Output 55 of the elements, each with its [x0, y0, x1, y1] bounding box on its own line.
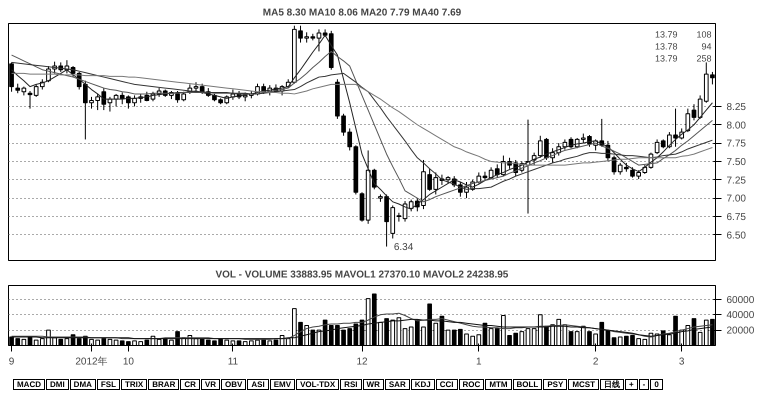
annotation: 13.78 [654, 42, 678, 52]
text: DMI [46, 379, 69, 390]
y-tick-label: 8.00 [726, 120, 746, 132]
y-tick-label: 40000 [726, 310, 755, 322]
y-tick-label: 7.75 [726, 138, 746, 150]
x-tick-label: 1 [476, 356, 482, 368]
annotation: 13.79 [654, 30, 678, 40]
text: EMV [270, 379, 296, 390]
text: ASI [247, 379, 269, 390]
y-tick-label: 7.25 [726, 175, 746, 186]
text: + [625, 379, 638, 390]
text: 日线 [600, 379, 624, 390]
y-tick-label: 60000 [726, 294, 755, 306]
annotation: 94 [701, 42, 712, 52]
text: CCI [436, 379, 458, 390]
y-tick-label: 7.00 [726, 194, 746, 205]
text: RSI [340, 379, 362, 390]
text: BRAR [148, 379, 180, 390]
y-tick-label: 7.50 [726, 156, 746, 168]
text: WR [362, 379, 384, 390]
text: PSY [543, 379, 568, 390]
text: VR [200, 379, 220, 390]
text: KDJ [410, 379, 435, 390]
x-tick-label: 10 [122, 356, 134, 368]
text: 0 [650, 379, 663, 390]
text: BOLL [512, 379, 542, 390]
annotation: 258 [696, 53, 712, 64]
text: MTM [485, 379, 512, 390]
text: VOL-TDX [296, 379, 340, 390]
text: TRIX [121, 379, 148, 390]
annotation: 6.34 [394, 242, 414, 253]
text: CR [180, 379, 200, 390]
text: MCST [568, 379, 599, 390]
text: FSL [96, 379, 120, 390]
y-tick-label: 20000 [726, 326, 755, 337]
chart-title: VOL - VOLUME 33883.95 MAVOL1 27370.10 MAVOL2 24238.95 [215, 270, 509, 280]
x-tick-label: 9 [8, 356, 15, 368]
x-tick-label: 12 [356, 356, 368, 368]
x-tick-label: 2012年 [75, 356, 108, 368]
x-tick-label: 2 [592, 356, 599, 368]
annotation: 13.79 [654, 53, 678, 64]
text: DMA [70, 379, 96, 390]
text: ROC [458, 379, 484, 390]
x-tick-label: 3 [678, 356, 685, 368]
y-tick-label: 6.75 [726, 212, 746, 223]
text: - [638, 379, 650, 390]
text: MACD [13, 379, 45, 390]
chart-title: MA5 8.30 MA10 8.06 MA20 7.79 MA40 7.69 [262, 8, 462, 18]
text: OBV [221, 379, 246, 390]
y-tick-label: 6.50 [726, 230, 746, 242]
annotation: 108 [696, 30, 712, 40]
line-series [11, 318, 713, 340]
y-tick-label: 8.25 [726, 102, 746, 113]
text: SAR [384, 379, 410, 390]
x-tick-label: 11 [228, 356, 239, 368]
